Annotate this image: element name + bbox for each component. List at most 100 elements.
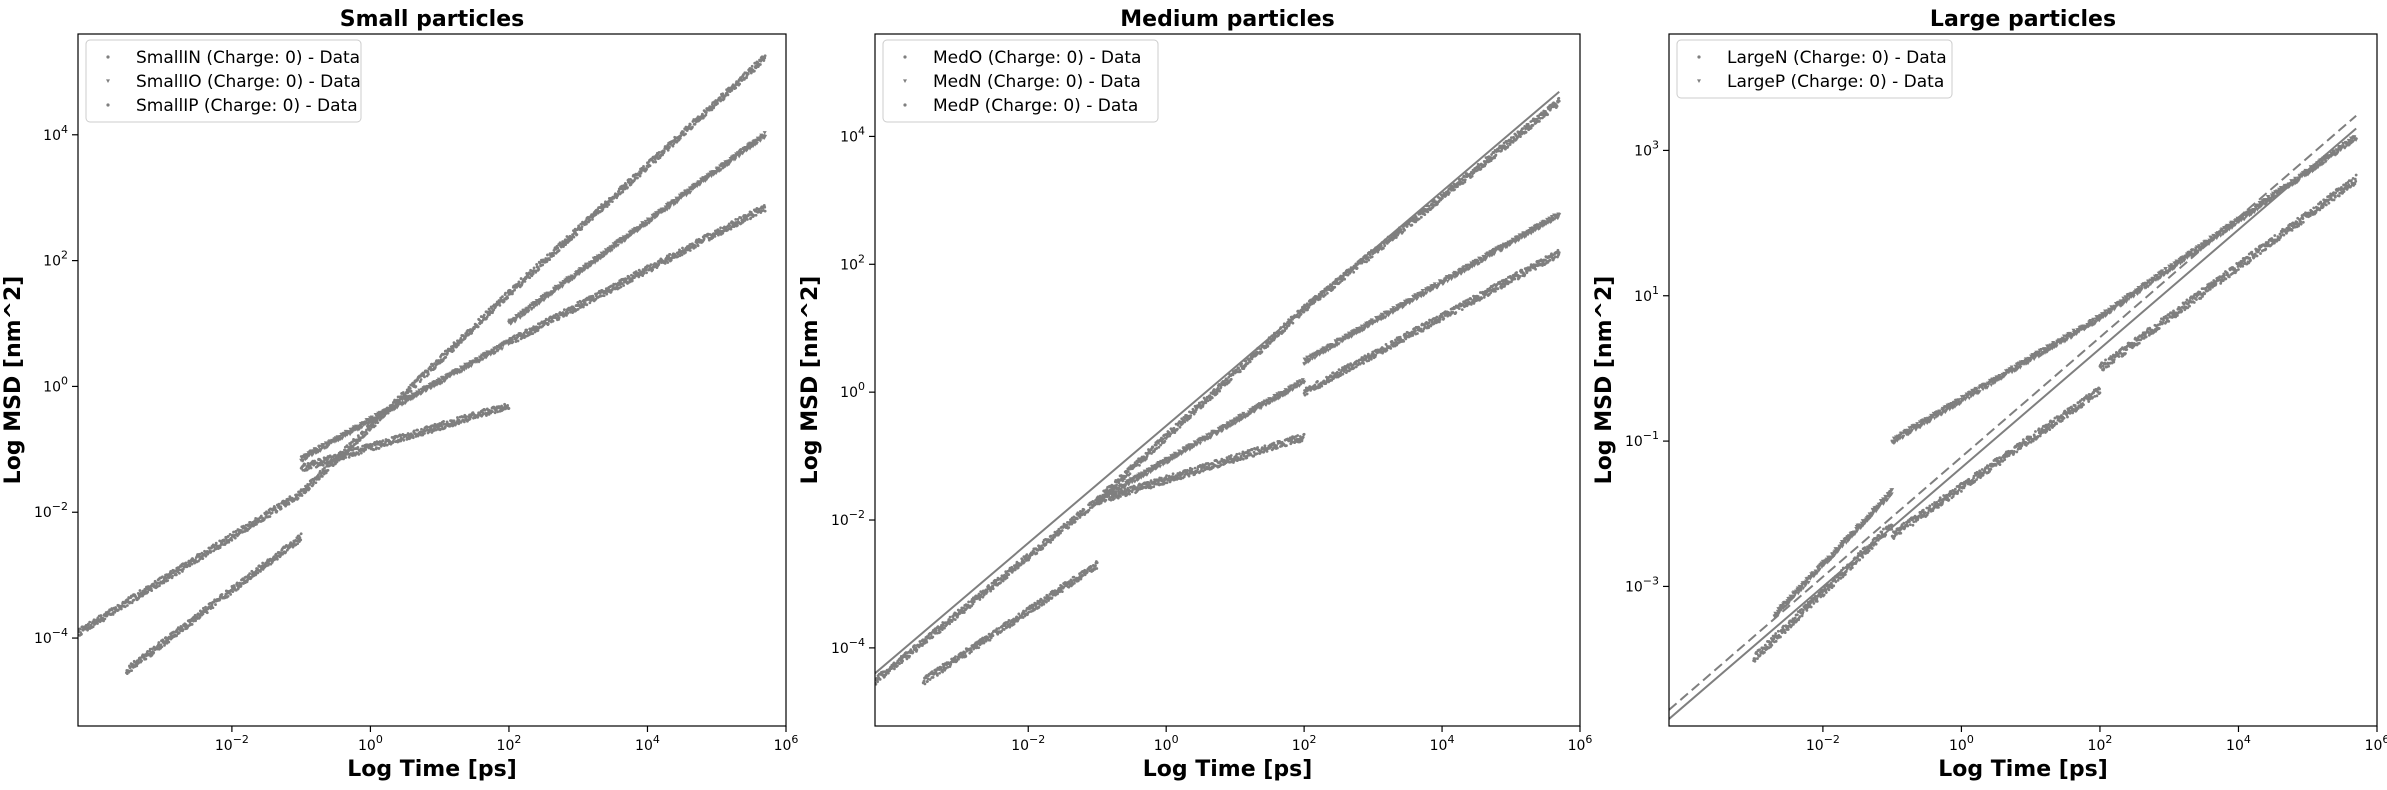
data-point [541, 263, 545, 267]
data-point [736, 217, 740, 221]
data-point [137, 596, 141, 600]
data-point [1078, 509, 1082, 513]
data-point [1073, 520, 1077, 524]
data-point [498, 304, 502, 307]
data-point [618, 282, 622, 286]
data-point [214, 541, 218, 545]
data-point [738, 82, 742, 86]
data-point [135, 664, 139, 668]
data-point [609, 248, 614, 253]
data-point [624, 183, 628, 187]
data-point [953, 618, 957, 622]
data-point [296, 497, 300, 500]
data-point [513, 334, 516, 338]
data-point [323, 466, 326, 470]
data-point [201, 557, 205, 560]
data-point [230, 538, 234, 542]
data-point [710, 108, 714, 112]
data-point [420, 390, 425, 394]
data-point [739, 148, 744, 152]
chart-title: Small particles [340, 7, 524, 32]
data-point [318, 469, 322, 473]
data-point [315, 477, 319, 481]
data-point [582, 268, 587, 272]
data-point [223, 539, 226, 543]
data-point [518, 315, 523, 319]
data-point [1075, 517, 1079, 521]
data-point [604, 252, 609, 256]
data-point [642, 165, 645, 168]
data-point [1215, 392, 1219, 395]
data-point [146, 649, 150, 653]
data-point [702, 237, 706, 241]
data-point [119, 607, 123, 611]
data-point [535, 262, 539, 266]
series-3 [125, 203, 767, 675]
data-point [226, 534, 230, 538]
data-point [80, 625, 84, 629]
data-point [374, 421, 378, 425]
data-point [1154, 443, 1158, 447]
data-point [570, 307, 574, 311]
data-point [204, 554, 208, 558]
data-point [940, 625, 944, 629]
y-tick-label: 100 [43, 374, 68, 395]
data-point [356, 441, 359, 445]
data-point [190, 562, 194, 566]
data-point [207, 546, 211, 550]
data-point [214, 603, 217, 606]
data-point [174, 573, 178, 577]
data-point [532, 266, 536, 270]
data-point [442, 420, 445, 423]
data-point [719, 168, 724, 172]
data-point [599, 294, 603, 298]
data-point [125, 604, 129, 607]
data-point [469, 364, 474, 369]
data-point [332, 459, 336, 463]
data-point [714, 171, 719, 176]
data-point [130, 669, 134, 673]
data-point [762, 131, 767, 135]
data-point [167, 640, 171, 644]
data-point [373, 440, 377, 444]
data-point [309, 481, 313, 485]
data-point [138, 589, 142, 592]
data-point [80, 632, 83, 636]
data-point [1087, 508, 1091, 512]
data-point [477, 359, 482, 364]
data-point [737, 154, 742, 159]
plot-area [875, 90, 1562, 686]
data-point [434, 428, 438, 432]
data-point [711, 236, 715, 240]
data-point [346, 451, 350, 455]
data-point [164, 636, 168, 639]
data-point [426, 426, 429, 429]
data-point [728, 224, 732, 228]
data-point [480, 357, 485, 362]
data-point [307, 453, 312, 458]
data-point [504, 291, 507, 295]
data-point [557, 249, 561, 252]
data-point [261, 561, 265, 565]
data-point [491, 410, 494, 414]
data-point [918, 640, 922, 643]
data-point [948, 622, 952, 626]
data-point [649, 218, 654, 223]
data-point [681, 246, 684, 250]
data-point [209, 607, 213, 610]
data-point [1178, 425, 1182, 429]
data-point [259, 569, 262, 573]
data-point [451, 344, 455, 348]
data-point [901, 659, 905, 663]
data-point [228, 533, 232, 536]
data-point [672, 142, 676, 146]
data-point [734, 218, 738, 221]
data-point [86, 628, 89, 632]
data-point [1157, 445, 1161, 449]
data-point [1078, 516, 1082, 519]
data-point [655, 213, 660, 217]
data-point [111, 613, 115, 616]
data-point [494, 408, 498, 411]
data-point [748, 213, 751, 217]
data-point [243, 529, 247, 533]
